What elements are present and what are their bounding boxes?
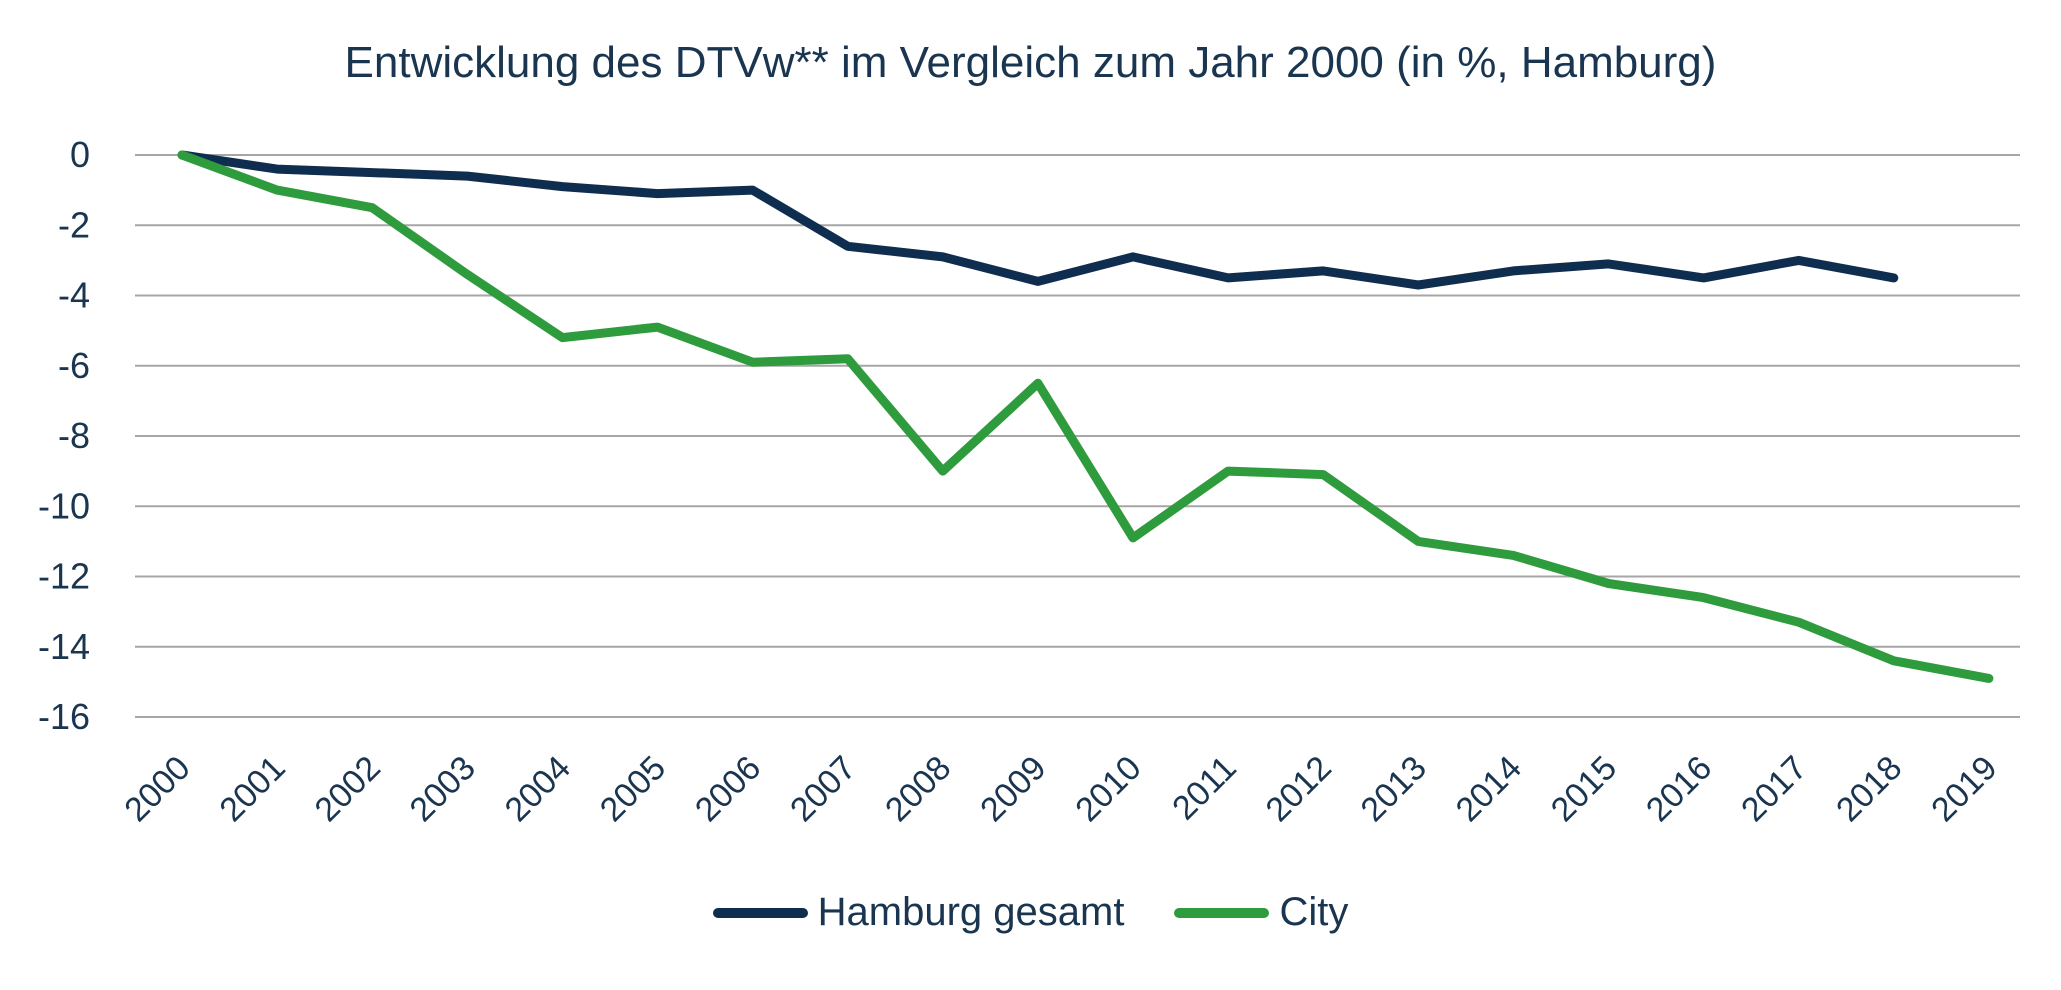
x-tick-label: 2008	[878, 749, 958, 829]
series-line-city	[177, 150, 1994, 683]
legend: Hamburg gesamt City	[0, 890, 2061, 935]
x-tick-label: 2002	[308, 749, 388, 829]
x-tick-label: 2011	[1165, 749, 1244, 828]
x-axis-ticks: 2000 2001 2002 2003 2004 2005 2006 2007 2008 2009…	[117, 749, 2004, 829]
x-tick-label: 2001	[212, 749, 292, 829]
series-lines	[177, 150, 1994, 683]
legend-swatch	[712, 907, 808, 918]
x-tick-label: 2003	[403, 749, 483, 829]
x-tick-label: 2018	[1829, 749, 1909, 829]
x-tick-label: 2013	[1354, 749, 1434, 829]
y-tick-label: -2	[58, 204, 90, 245]
x-tick-label: 2012	[1259, 749, 1339, 829]
y-tick-label: -16	[38, 696, 90, 737]
x-tick-label: 2004	[498, 749, 578, 829]
y-tick-label: 0	[70, 134, 90, 175]
gridlines	[135, 154, 2020, 718]
x-tick-label: 2010	[1068, 749, 1148, 829]
y-tick-label: -4	[58, 275, 90, 316]
line-chart: 0-2-4-6-8-10-12-14-16 2000 2001 2002 2003 20…	[38, 134, 2020, 829]
x-tick-label: 2014	[1449, 749, 1529, 829]
x-tick-label: 2017	[1734, 749, 1814, 829]
y-tick-label: -14	[38, 626, 90, 667]
chart-title: Entwicklung des DTVw** im Vergleich zum …	[344, 38, 1717, 87]
legend-item: Hamburg gesamt	[712, 890, 1125, 935]
x-tick-label: 2006	[688, 749, 768, 829]
y-axis-ticks: 0 -2 -4 -6 -8 -10 -12 -14 -16	[38, 134, 90, 737]
legend-label: City	[1279, 890, 1349, 934]
x-tick-label: 2005	[593, 749, 673, 829]
series-line-hamburg-gesamt	[177, 150, 1899, 290]
y-tick-label: -8	[58, 415, 90, 456]
y-tick-label: -12	[38, 556, 90, 597]
x-tick-label: 2019	[1924, 749, 2004, 829]
x-tick-label: 2016	[1639, 749, 1719, 829]
x-tick-label: 2015	[1544, 749, 1624, 829]
x-tick-label: 2000	[117, 749, 197, 829]
legend-item: City	[1174, 890, 1348, 935]
x-tick-label: 2007	[783, 749, 863, 829]
y-tick-label: -6	[58, 345, 90, 386]
x-tick-label: 2009	[973, 749, 1053, 829]
legend-label: Hamburg gesamt	[817, 890, 1125, 934]
legend-swatch	[1174, 907, 1270, 918]
y-tick-label: -10	[38, 485, 90, 526]
